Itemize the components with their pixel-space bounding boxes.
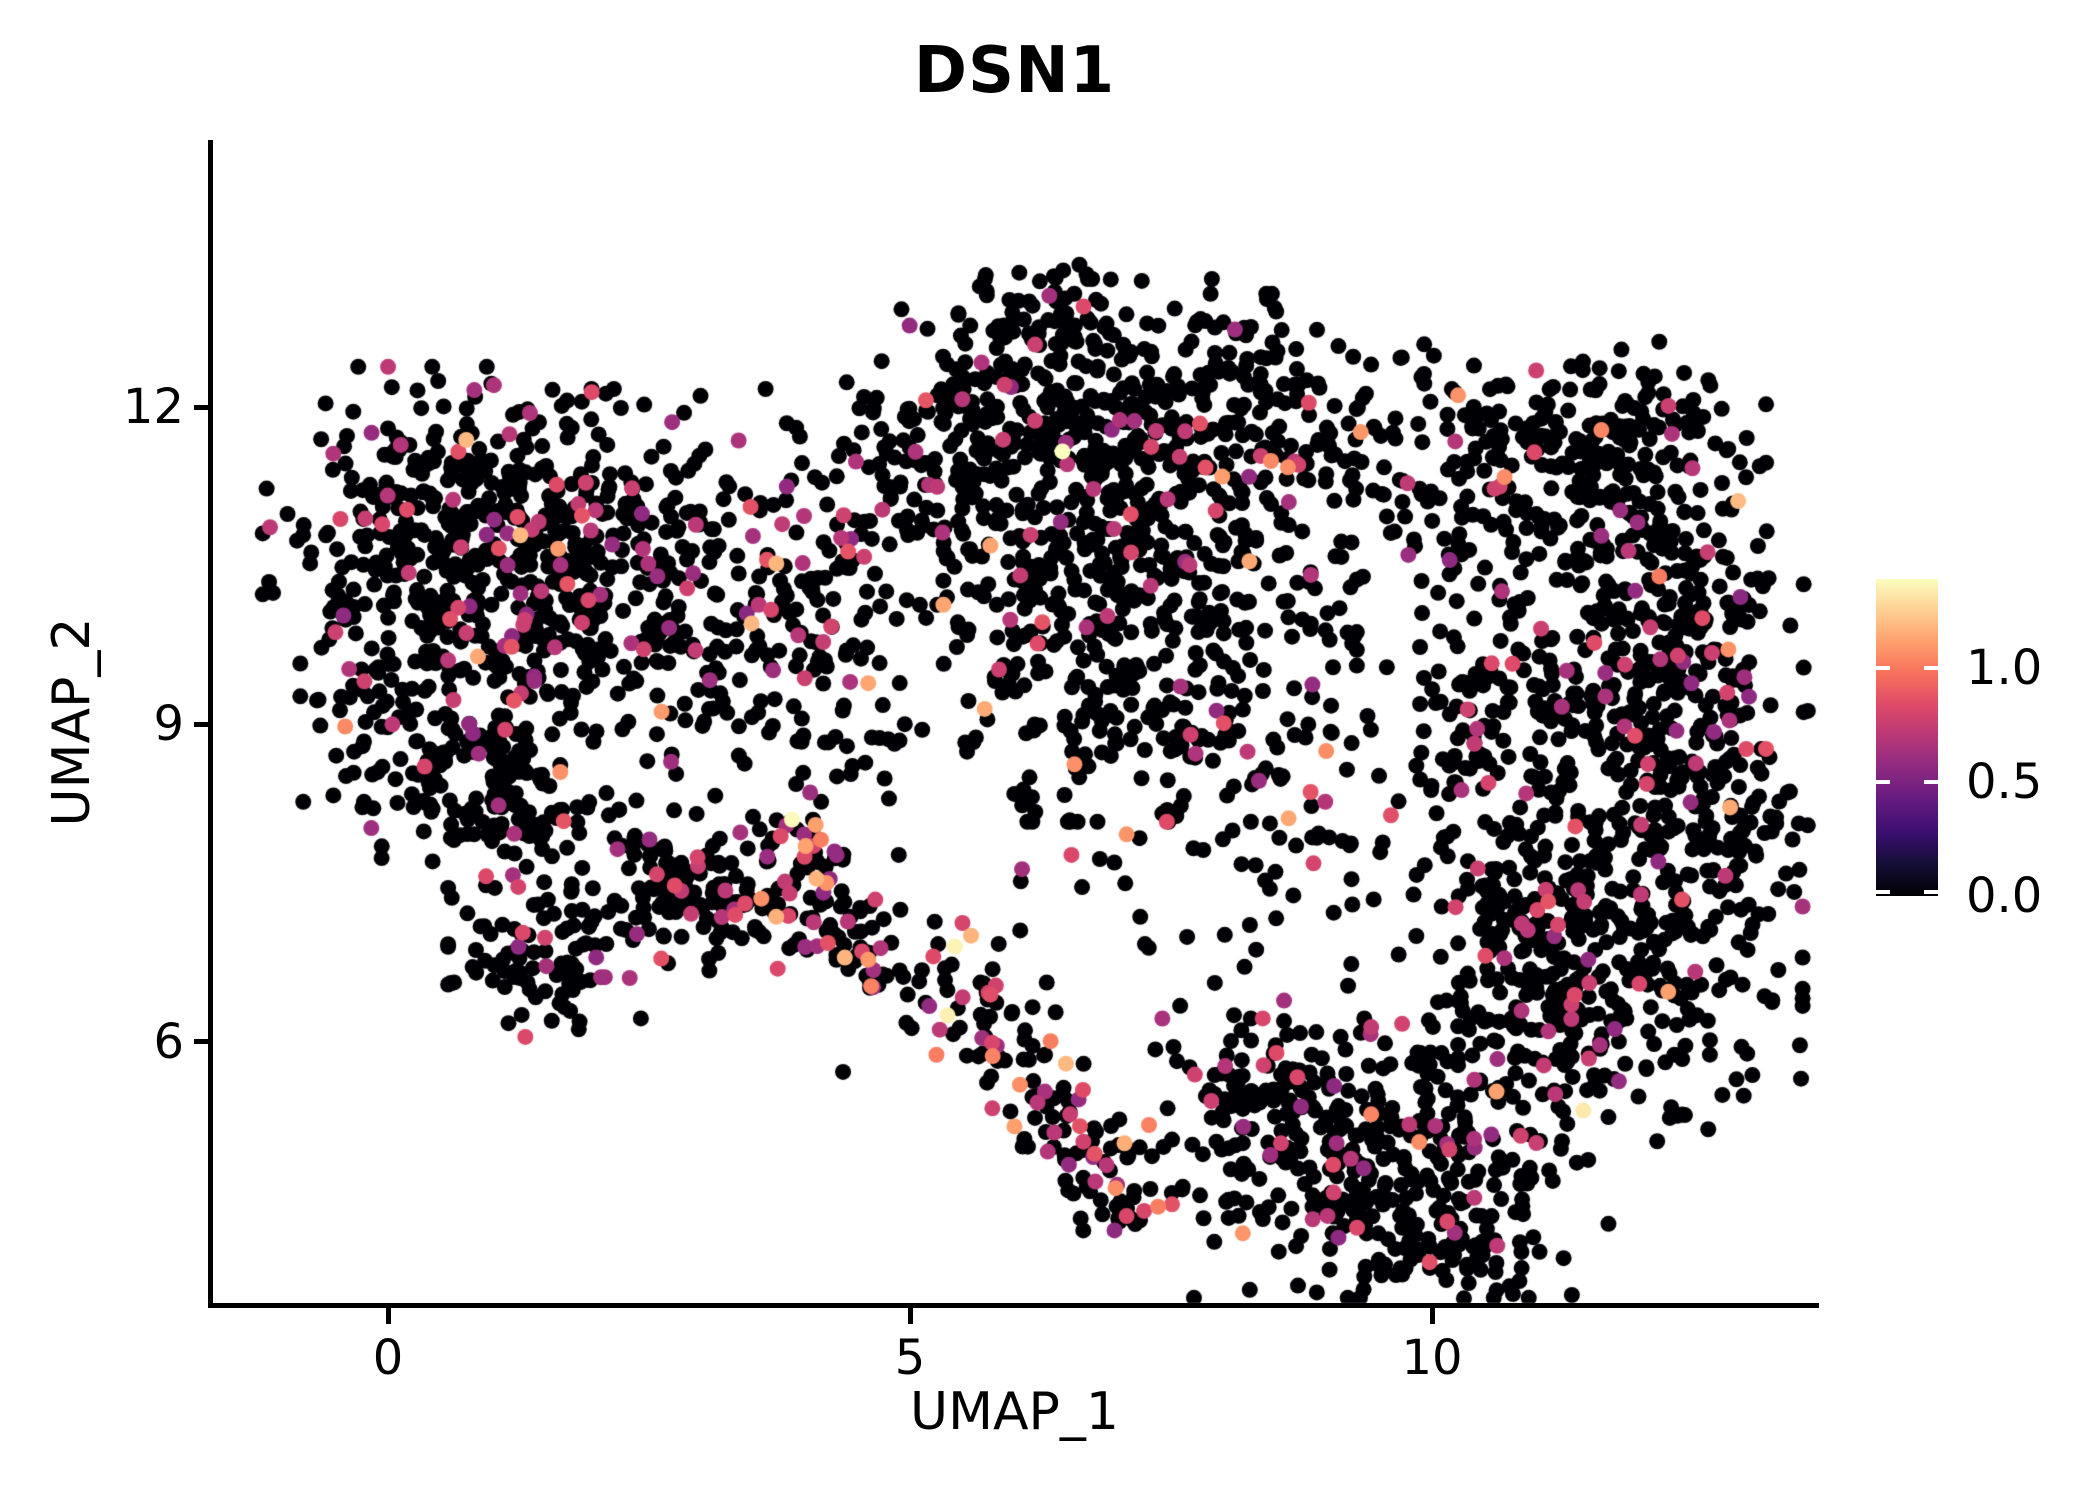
y-tick-mark	[194, 1039, 210, 1045]
plot-title: DSN1	[913, 34, 1116, 108]
colorbar-tick-label: 1.0	[1966, 639, 2043, 696]
x-tick-label: 5	[894, 1330, 926, 1386]
y-tick-label: 12	[122, 379, 184, 435]
colorbar-tick-label: 0.0	[1966, 868, 2043, 924]
x-axis-title: UMAP_1	[910, 1382, 1119, 1442]
x-tick-mark	[1429, 1308, 1435, 1324]
colorbar-gradient	[1876, 579, 1938, 896]
y-tick-label: 9	[153, 696, 184, 753]
y-axis-line	[208, 140, 213, 1308]
x-tick-mark	[907, 1308, 913, 1324]
colorbar-tick-mark	[1924, 890, 1938, 894]
colorbar-tick-mark	[1876, 665, 1890, 670]
y-tick-label: 6	[153, 1013, 184, 1070]
colorbar-tick-mark	[1924, 665, 1938, 670]
x-axis-line	[208, 1303, 1819, 1308]
x-tick-mark	[385, 1308, 391, 1324]
y-axis-title: UMAP_2	[42, 617, 102, 827]
y-tick-mark	[194, 721, 210, 727]
colorbar-tick-mark	[1876, 890, 1890, 894]
colorbar-tick-label: 0.5	[1966, 753, 2043, 810]
y-tick-mark	[194, 404, 210, 410]
x-tick-label: 0	[372, 1330, 404, 1386]
colorbar-tick-mark	[1924, 779, 1938, 784]
colorbar-tick-mark	[1876, 779, 1890, 784]
x-tick-label: 10	[1401, 1330, 1463, 1386]
